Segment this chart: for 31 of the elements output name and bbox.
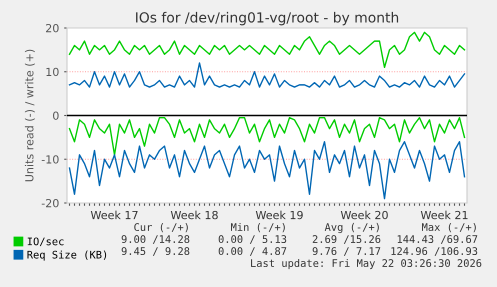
legend-label: Req Size (KB)	[27, 250, 106, 261]
y-axis-title: Units read (-) / write (+)	[24, 50, 35, 182]
line-series	[68, 32, 466, 68]
y-tick-label: -20	[42, 198, 59, 208]
chart-title: IOs for /dev/ring01-vg/root - by month	[136, 12, 398, 26]
y-tick-label: 20	[46, 24, 59, 32]
text: Last update: Fri May 22 03:26:30 2026	[251, 258, 482, 270]
text: 9.45 / 9.28	[122, 247, 190, 256]
text: 2.69 /15.26	[312, 235, 380, 244]
x-tick-label: Week 18	[170, 210, 218, 220]
text: 9.00 /14.28	[122, 235, 190, 244]
text: Avg (-/+)	[324, 222, 379, 234]
line-series	[68, 141, 466, 200]
y-tick-label: -10	[42, 155, 59, 164]
x-tick-label: Week 19	[256, 210, 303, 220]
x-tick-label: Week 21	[420, 210, 468, 220]
y-tick-label: 10	[46, 68, 59, 76]
text: 144.43 /69.67	[398, 235, 478, 244]
x-tick-label: Week 20	[340, 210, 388, 220]
x-tick-label: Week 17	[90, 210, 138, 220]
text: Max (-/+)	[422, 223, 476, 232]
text: 0.00 / 4.87	[218, 247, 286, 256]
y-tick-label: 0	[53, 111, 59, 120]
line-series	[68, 62, 466, 88]
text: Cur (-/+)	[134, 223, 188, 232]
legend-label: IO/sec	[28, 237, 64, 246]
text: Min (-/+)	[230, 222, 285, 232]
text: 124.96 /106.93	[391, 247, 478, 256]
text: 9.76 / 7.17	[312, 247, 380, 256]
line-series	[68, 116, 466, 156]
text: 0.00 / 5.13	[218, 235, 286, 244]
